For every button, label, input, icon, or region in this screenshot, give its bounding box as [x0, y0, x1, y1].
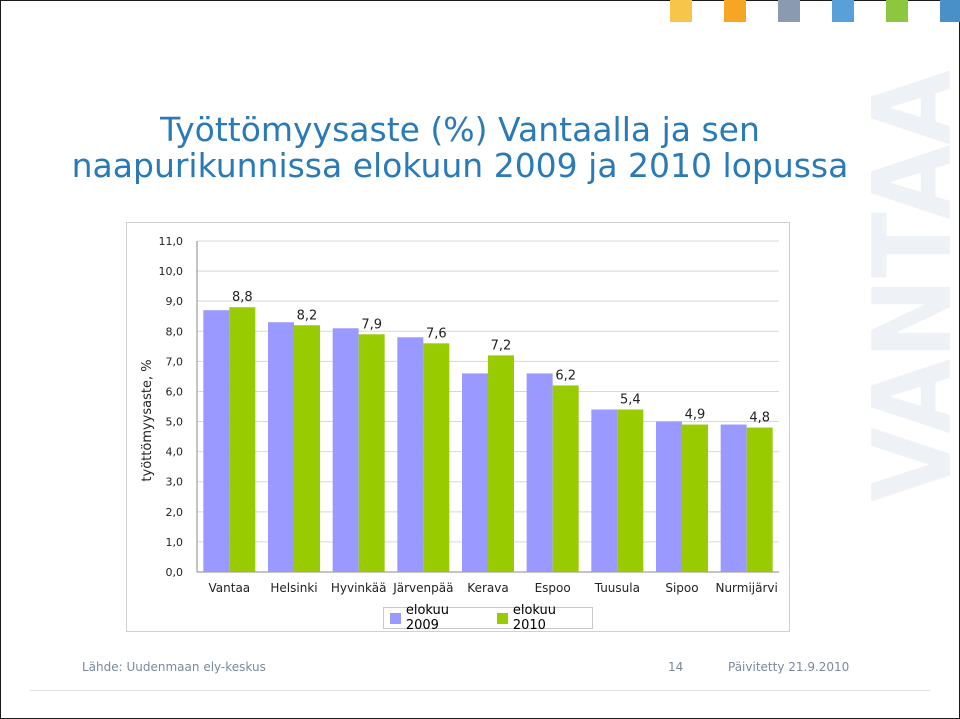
bar-2010 — [746, 427, 773, 572]
y-tick-label: 3,0 — [166, 476, 184, 489]
watermark-text: VANTAA — [858, 70, 958, 502]
footer-page-number: 14 — [668, 660, 684, 674]
legend-item-2010: elokuu 2010 — [497, 603, 592, 633]
bar-2009 — [397, 337, 424, 572]
decorative-square — [832, 0, 854, 22]
data-label: 7,6 — [426, 326, 447, 341]
decorative-squares — [0, 0, 960, 22]
bar-2009 — [591, 409, 618, 572]
bar-2010 — [552, 385, 579, 572]
y-tick-label: 10,0 — [159, 265, 184, 278]
y-tick-label: 5,0 — [166, 416, 184, 429]
y-tick-label: 4,0 — [166, 446, 184, 459]
y-tick-label: 0,0 — [166, 566, 184, 579]
legend-swatch-2010 — [497, 612, 508, 624]
y-tick-label: 2,0 — [166, 506, 184, 519]
bar-2009 — [203, 310, 230, 572]
footer-updated: Päivitetty 21.9.2010 — [728, 660, 850, 674]
decorative-square — [940, 0, 960, 22]
x-tick-label: Sipoo — [665, 581, 698, 595]
legend-label-2009: elokuu 2009 — [405, 603, 449, 633]
data-label: 8,8 — [232, 290, 253, 305]
x-tick-label: Vantaa — [209, 581, 251, 595]
bar-2009 — [656, 421, 682, 572]
y-tick-label: 6,0 — [166, 385, 184, 398]
footer-divider — [30, 690, 930, 691]
bar-2009 — [526, 373, 553, 572]
y-tick-label: 1,0 — [166, 536, 184, 549]
page-title: Työttömyysaste (%) Vantaalla ja sen naap… — [71, 110, 849, 185]
x-tick-label: Nurmijärvi — [715, 581, 777, 595]
bar-2009 — [720, 424, 747, 572]
data-label: 6,2 — [555, 368, 576, 383]
data-label: 7,9 — [361, 317, 382, 332]
x-tick-label: Espoo — [535, 581, 571, 595]
bar-2010 — [229, 307, 256, 572]
legend-item-2009: elokuu 2009 — [390, 603, 485, 633]
decorative-square — [724, 0, 746, 22]
vantaa-watermark: VANTAA — [858, 70, 958, 502]
bar-2010 — [423, 343, 450, 572]
bar-2010 — [358, 334, 385, 572]
y-tick-label: 7,0 — [166, 355, 184, 368]
data-label: 5,4 — [620, 393, 641, 408]
x-tick-label: Tuusula — [594, 581, 640, 595]
x-tick-label: Helsinki — [270, 581, 317, 595]
data-label: 7,2 — [491, 338, 512, 353]
bar-2010 — [682, 424, 708, 572]
bar-2010 — [617, 409, 644, 572]
decorative-square — [670, 0, 692, 22]
chart-container: 0,0 1,0 2,0 3,0 4,0 5,0 6,0 7,0 8,0 9,0 10,0 11,0 ty… — [126, 222, 790, 632]
decorative-square — [778, 0, 800, 22]
chart-legend: elokuu 2009 elokuu 2010 — [383, 603, 593, 633]
y-tick-label: 11,0 — [159, 235, 184, 248]
y-axis-label: työttömyysaste, % — [140, 359, 155, 481]
data-label: 8,2 — [297, 308, 318, 323]
bar-chart: 0,0 1,0 2,0 3,0 4,0 5,0 6,0 7,0 8,0 9,0 10,0 11,0 ty… — [140, 235, 779, 595]
data-label: 4,9 — [685, 408, 706, 423]
bar-2009 — [332, 328, 359, 572]
bar-2009 — [268, 322, 294, 572]
data-label: 4,8 — [749, 411, 770, 426]
bar-2010 — [294, 325, 320, 572]
y-tick-label: 9,0 — [166, 295, 184, 308]
x-tick-label: Hyvinkää — [331, 581, 387, 595]
x-tick-label: Järvenpää — [392, 581, 453, 595]
bar-2010 — [488, 355, 514, 572]
decorative-square — [886, 0, 908, 22]
legend-swatch-2009 — [390, 612, 401, 624]
x-tick-label: Kerava — [467, 581, 508, 595]
y-tick-label: 8,0 — [166, 325, 184, 338]
footer-source: Lähde: Uudenmaan ely-keskus — [82, 660, 266, 674]
legend-label-2010: elokuu 2010 — [512, 603, 556, 633]
bar-2009 — [462, 373, 488, 572]
